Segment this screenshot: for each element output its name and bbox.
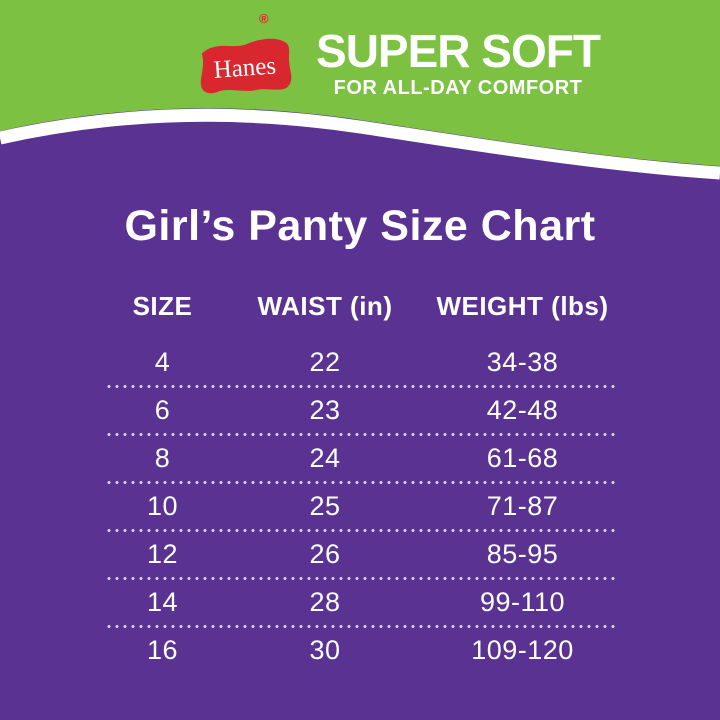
waist-cell: 28 (309, 587, 341, 617)
size-cell: 16 (146, 635, 179, 665)
brand-headline: SUPER SOFT (316, 25, 601, 77)
header-wave (0, 0, 720, 180)
row-divider (105, 481, 615, 484)
table-row: 14 28 99-110 (105, 580, 615, 625)
row-divider (105, 433, 615, 436)
hanes-logo-text: Hanes (213, 53, 277, 84)
size-cell: 8 (154, 443, 171, 473)
column-header-weight: WEIGHT (lbs) (436, 290, 609, 321)
table-row: 10 25 71-87 (105, 484, 615, 529)
wave-white-stripe (0, 108, 720, 180)
row-divider (105, 577, 615, 580)
weight-cell: 34-38 (486, 347, 559, 377)
table-header-row: SIZE WAIST (in) WEIGHT (lbs) (105, 288, 615, 324)
table-row: 4 22 34-38 (105, 340, 615, 385)
size-cell: 14 (146, 587, 179, 617)
banner-green-shape (0, 0, 720, 166)
size-chart-table: SIZE WAIST (in) WEIGHT (lbs) 4 22 34-38 … (105, 288, 615, 673)
brand-subheadline: FOR ALL-DAY COMFORT (333, 77, 583, 99)
weight-cell: 71-87 (486, 491, 559, 521)
waist-cell: 23 (309, 395, 341, 425)
hanes-logo-flag-icon: Hanes (197, 33, 293, 103)
weight-cell: 109-120 (471, 635, 574, 665)
row-divider (105, 625, 615, 628)
waist-cell: 22 (309, 347, 341, 377)
weight-cell: 42-48 (486, 395, 559, 425)
table-body: 4 22 34-38 6 23 42-48 8 24 61-68 10 25 7… (105, 340, 615, 673)
column-header-size: SIZE (132, 290, 193, 321)
table-row: 16 30 109-120 (105, 628, 615, 673)
brand-text-block: SUPER SOFT FOR ALL-DAY COMFORT (300, 28, 616, 100)
waist-cell: 25 (309, 491, 341, 521)
size-cell: 12 (146, 539, 179, 569)
table-row: 6 23 42-48 (105, 388, 615, 433)
waist-cell: 24 (309, 443, 341, 473)
weight-cell: 61-68 (486, 443, 559, 473)
chart-title: Girl’s Panty Size Chart (124, 202, 596, 250)
waist-cell: 30 (309, 635, 341, 665)
column-header-waist: WAIST (in) (257, 290, 393, 321)
size-cell: 4 (154, 347, 171, 377)
row-divider (105, 529, 615, 532)
weight-cell: 85-95 (486, 539, 559, 569)
size-cell: 6 (154, 395, 171, 425)
size-cell: 10 (146, 491, 179, 521)
table-row: 12 26 85-95 (105, 532, 615, 577)
registered-trademark: ® (259, 11, 269, 26)
row-divider (105, 385, 615, 388)
weight-cell: 99-110 (479, 587, 566, 617)
waist-cell: 26 (309, 539, 341, 569)
table-row: 8 24 61-68 (105, 436, 615, 481)
